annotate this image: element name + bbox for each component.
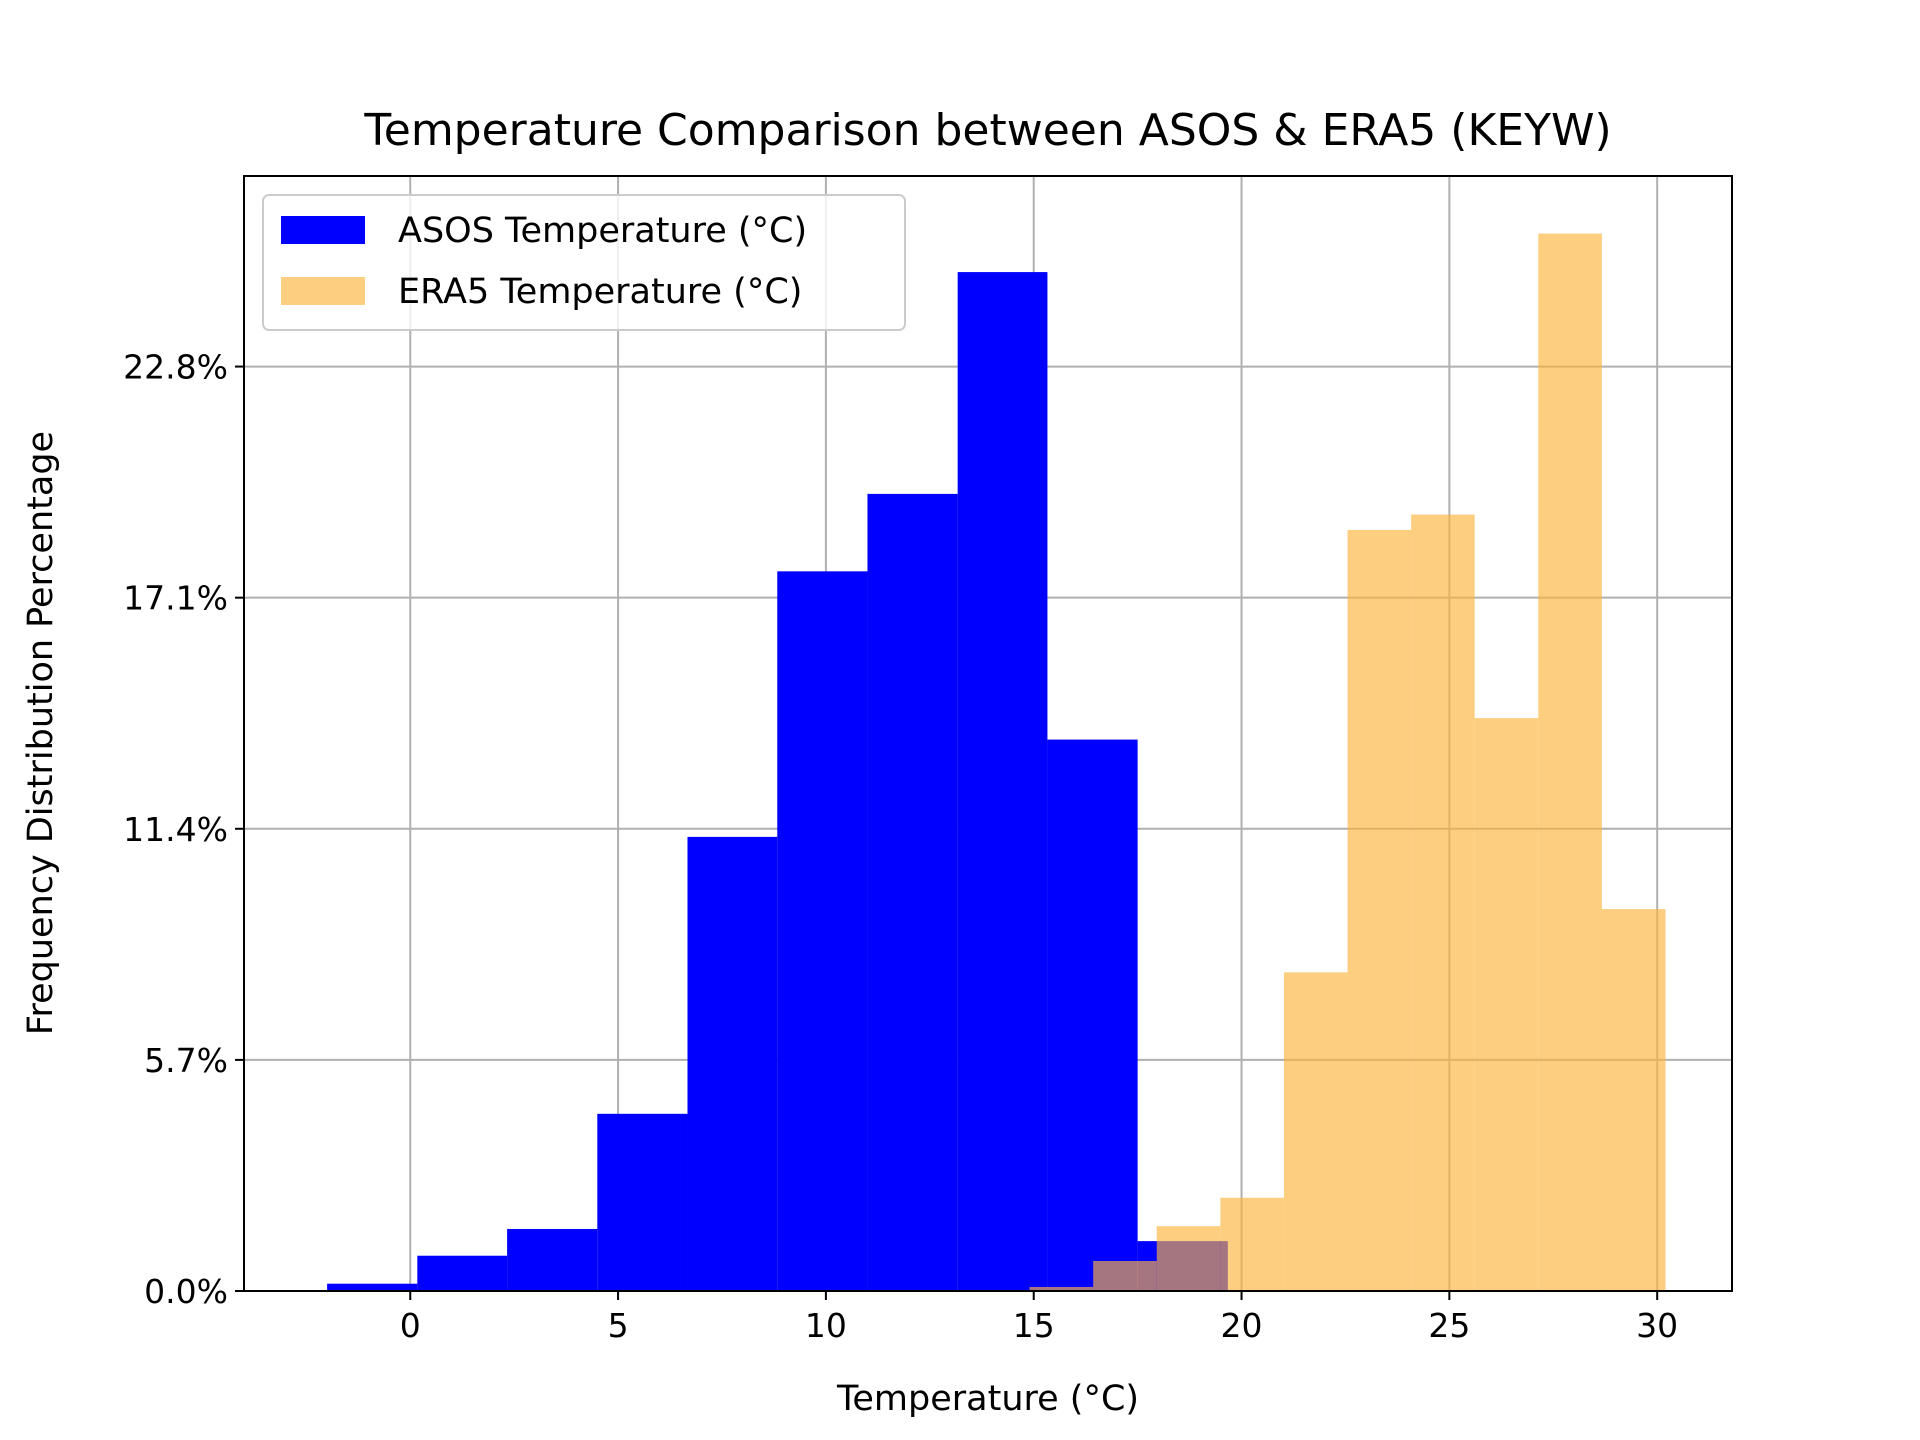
legend-frame	[262, 194, 906, 331]
legend: ASOS Temperature (°C) ERA5 Temperature (…	[262, 194, 906, 331]
histogram-bar-era5	[1538, 233, 1602, 1291]
y-axis-label: Frequency Distribution Percentage	[21, 431, 61, 1035]
histogram-bar-era5	[1283, 972, 1348, 1291]
legend-label-era5: ERA5 Temperature (°C)	[398, 272, 802, 312]
x-tick-label: 0	[400, 1306, 421, 1345]
histogram-bar-asos	[1047, 739, 1138, 1291]
histogram-bar-era5	[1220, 1197, 1284, 1291]
y-tick-label: 11.4%	[123, 810, 228, 849]
histogram-bar-asos	[417, 1255, 508, 1291]
histogram-bar-asos	[777, 571, 868, 1291]
histogram-bar-era5	[1156, 1226, 1221, 1291]
x-tick-label: 5	[608, 1306, 629, 1345]
x-tick-label: 25	[1428, 1306, 1470, 1345]
x-axis-label: Temperature (°C)	[836, 1379, 1139, 1419]
y-tick-label: 17.1%	[123, 579, 228, 618]
x-tick-label: 20	[1221, 1306, 1263, 1345]
chart-title: Temperature Comparison between ASOS & ER…	[363, 105, 1611, 156]
histogram-bar-era5	[1093, 1260, 1157, 1291]
histogram-bar-asos	[507, 1228, 598, 1291]
y-tick-label: 5.7%	[144, 1041, 228, 1080]
legend-swatch-era5	[281, 277, 365, 305]
x-tick-label: 10	[805, 1306, 847, 1345]
histogram-bars	[327, 233, 1666, 1292]
histogram-bar-era5	[1474, 718, 1539, 1291]
histogram-bar-era5	[1347, 529, 1412, 1291]
histogram-bar-asos	[867, 493, 958, 1292]
legend-swatch-asos	[281, 216, 365, 244]
y-axis-ticks: 0.0% 5.7% 11.4% 17.1% 22.8%	[123, 348, 244, 1311]
histogram-bar-asos	[957, 272, 1048, 1291]
y-tick-label: 22.8%	[123, 348, 228, 387]
histogram-bar-asos	[597, 1113, 688, 1291]
x-axis-ticks: 0 5 10 15 20 25 30	[400, 1291, 1678, 1345]
legend-label-asos: ASOS Temperature (°C)	[398, 211, 807, 251]
x-tick-label: 15	[1013, 1306, 1055, 1345]
plot-frame	[243, 175, 1733, 1292]
histogram-bar-era5	[1029, 1286, 1094, 1291]
x-tick-label: 30	[1636, 1306, 1678, 1345]
y-tick-label: 0.0%	[144, 1272, 228, 1311]
histogram-bar-era5	[1411, 514, 1475, 1291]
histogram-bar-asos	[687, 836, 778, 1291]
histogram-bar-asos	[327, 1283, 418, 1291]
histogram-bar-era5	[1601, 909, 1666, 1291]
